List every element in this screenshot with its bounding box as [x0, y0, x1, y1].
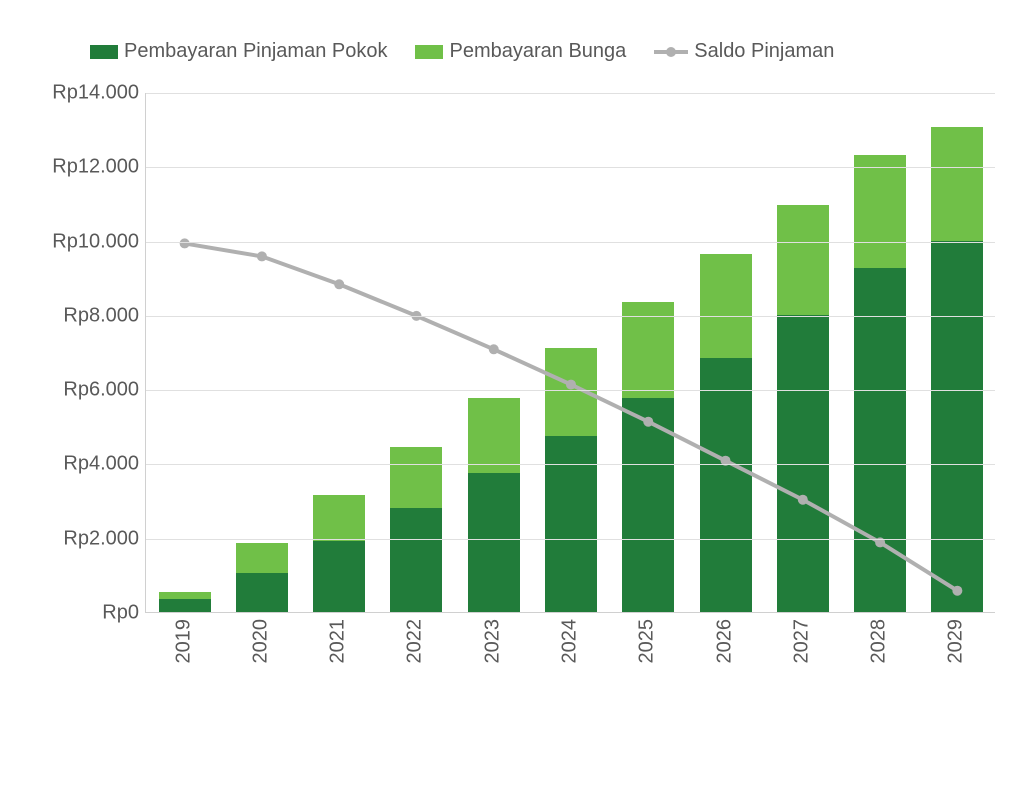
legend-item: Pembayaran Bunga	[415, 40, 626, 63]
bar-group	[236, 543, 288, 612]
legend-label: Pembayaran Pinjaman Pokok	[124, 40, 387, 63]
y-tick-label: Rp8.000	[63, 304, 139, 327]
bar-bunga	[545, 348, 597, 435]
grid-line	[146, 167, 995, 168]
bar-bunga	[159, 592, 211, 599]
legend-label: Pembayaran Bunga	[449, 40, 626, 63]
bar-group	[854, 155, 906, 612]
bar-bunga	[468, 398, 520, 472]
bar-pokok	[777, 315, 829, 612]
bar-pokok	[468, 473, 520, 612]
x-axis: 2019 2020 2021 2022 2023 2024 2025 2026 2027 2028…	[145, 613, 995, 693]
x-tick-label: 2021	[327, 619, 350, 664]
y-tick-label: Rp12.000	[52, 156, 139, 179]
x-tick-label: 2024	[559, 619, 582, 664]
x-tick-label: 2027	[790, 619, 813, 664]
chart: Rp0 Rp2.000 Rp4.000 Rp6.000 Rp8.000 Rp10.000 R…	[35, 93, 995, 693]
bar-pokok	[236, 573, 288, 612]
y-tick-label: Rp14.000	[52, 82, 139, 105]
bar-group	[390, 447, 442, 612]
bar-group	[622, 302, 674, 612]
bar-pokok	[854, 268, 906, 612]
grid-line	[146, 242, 995, 243]
legend-swatch	[415, 45, 443, 59]
y-tick-label: Rp2.000	[63, 527, 139, 550]
grid-line	[146, 93, 995, 94]
x-tick-label: 2025	[636, 619, 659, 664]
legend-line-swatch	[654, 45, 688, 59]
y-tick-label: Rp0	[102, 602, 139, 625]
bar-bunga	[700, 254, 752, 358]
bar-bunga	[931, 127, 983, 240]
bar-group	[159, 592, 211, 612]
y-axis: Rp0Rp2.000Rp4.000Rp6.000Rp8.000Rp10.000R…	[35, 93, 145, 613]
bar-group	[313, 495, 365, 612]
bar-group	[777, 205, 829, 612]
x-tick-label: 2029	[945, 619, 968, 664]
grid-line	[146, 390, 995, 391]
bar-group	[468, 398, 520, 612]
x-tick-label: 2028	[868, 619, 891, 664]
bar-pokok	[931, 241, 983, 612]
grid-line	[146, 464, 995, 465]
grid-line	[146, 539, 995, 540]
bar-pokok	[700, 358, 752, 612]
bar-pokok	[545, 436, 597, 612]
x-tick-label: 2026	[713, 619, 736, 664]
y-tick-label: Rp6.000	[63, 379, 139, 402]
bar-group	[700, 254, 752, 612]
y-tick-label: Rp4.000	[63, 453, 139, 476]
legend-item: Pembayaran Pinjaman Pokok	[90, 40, 387, 63]
bar-pokok	[390, 508, 442, 612]
bar-pokok	[622, 398, 674, 612]
legend-swatch	[90, 45, 118, 59]
bar-bunga	[390, 447, 442, 508]
legend-label: Saldo Pinjaman	[694, 40, 834, 63]
chart-legend: Pembayaran Pinjaman Pokok Pembayaran Bung…	[90, 40, 1004, 63]
bar-pokok	[313, 541, 365, 612]
x-tick-label: 2023	[481, 619, 504, 664]
x-tick-label: 2022	[404, 619, 427, 664]
legend-item: Saldo Pinjaman	[654, 40, 834, 63]
bar-bunga	[236, 543, 288, 573]
bar-pokok	[159, 599, 211, 612]
bar-bunga	[777, 205, 829, 315]
grid-line	[146, 316, 995, 317]
bars-layer	[146, 93, 995, 612]
y-tick-label: Rp10.000	[52, 230, 139, 253]
bar-group	[545, 348, 597, 612]
plot-area	[145, 93, 995, 613]
bar-bunga	[854, 155, 906, 268]
bar-bunga	[313, 495, 365, 541]
x-tick-label: 2019	[172, 619, 195, 664]
x-tick-label: 2020	[249, 619, 272, 664]
